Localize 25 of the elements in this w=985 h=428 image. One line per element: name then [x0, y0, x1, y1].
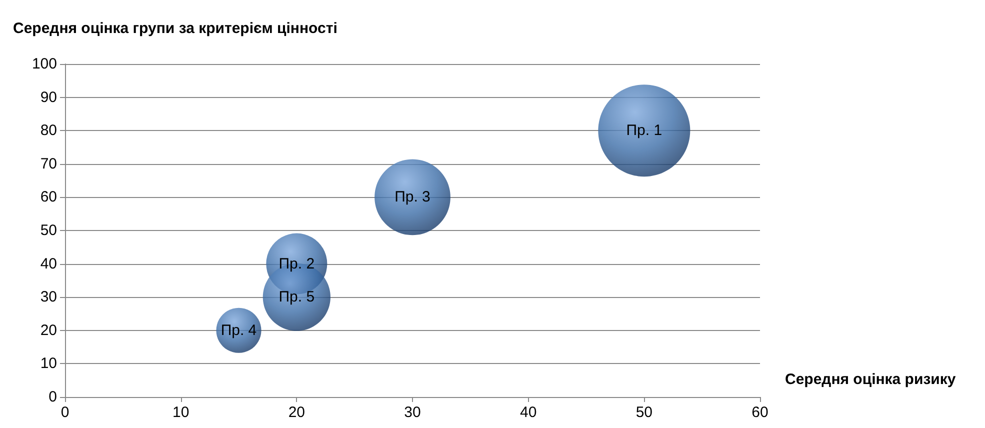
y-tick-label: 20: [40, 322, 57, 339]
x-tick-label: 50: [636, 404, 653, 421]
x-tick-label: 0: [60, 404, 70, 421]
x-tick-label: 10: [172, 404, 190, 421]
annotation: Пр. 2: [278, 255, 315, 272]
y-tick-label: 80: [40, 122, 57, 140]
annotation: Пр. 1: [626, 122, 662, 140]
y-tick-label: 60: [40, 188, 57, 206]
x-tick-label: 20: [288, 404, 306, 421]
y-tick-label: 90: [40, 88, 57, 106]
y-tick-label: 10: [40, 355, 57, 372]
y-tick-label: 100: [32, 56, 57, 72]
y-axis-title: Середня оцінка групи за критерієм цінності: [13, 20, 338, 37]
x-axis-title: Середня оцінка ризику: [785, 371, 956, 388]
annotation: Пр. 3: [394, 188, 430, 206]
y-tick-label: 0: [48, 388, 57, 406]
x-tick-label: 40: [520, 404, 537, 421]
y-tick-label: 50: [40, 222, 57, 239]
y-tick-label: 70: [40, 155, 57, 172]
annotation: Пр. 4: [220, 322, 257, 339]
y-tick-label: 40: [40, 255, 57, 272]
x-tick-label: 60: [752, 404, 768, 421]
y-tick-label: 30: [40, 288, 57, 306]
annotation: Пр. 5: [278, 288, 315, 306]
x-tick-label: 30: [404, 404, 421, 421]
